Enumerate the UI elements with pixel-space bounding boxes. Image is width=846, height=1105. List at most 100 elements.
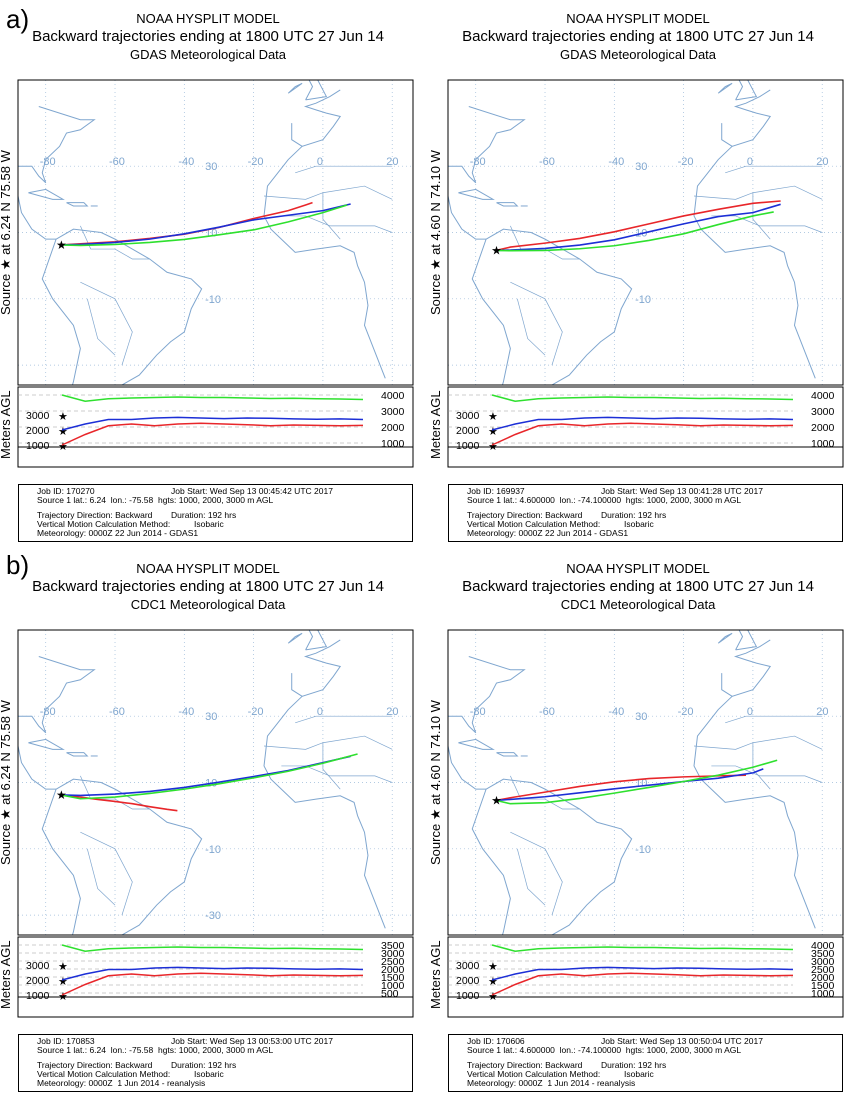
lon-tick-label: -60 <box>539 156 555 168</box>
border-line <box>281 215 393 233</box>
met-data-label: CDC1 Meteorological Data <box>560 597 716 612</box>
border-line <box>725 165 823 174</box>
border-line <box>263 185 393 200</box>
job-id: Job ID: 170853 <box>37 1036 95 1046</box>
model-title: NOAA HYSPLIT MODEL <box>566 561 710 576</box>
altitude-tick-right: 1500 <box>381 972 405 984</box>
map-frame <box>17 629 414 936</box>
coastline <box>305 80 328 101</box>
model-title: NOAA HYSPLIT MODEL <box>566 11 710 26</box>
source-star-icon: ★ <box>491 243 502 257</box>
border-line <box>80 831 133 916</box>
coastline <box>485 228 633 385</box>
trajectory-line-red <box>495 200 781 252</box>
coastline <box>66 752 89 757</box>
model-title: NOAA HYSPLIT MODEL <box>136 11 280 26</box>
met-data-label: CDC1 Meteorological Data <box>130 597 286 612</box>
lon-tick-label: 20 <box>816 706 828 718</box>
border-line <box>752 742 771 790</box>
coastline <box>471 788 511 935</box>
trajectory-direction: Trajectory Direction: Backward <box>467 1060 583 1070</box>
altitude-tick-right: 4000 <box>811 940 835 952</box>
lon-tick-label: -60 <box>539 706 555 718</box>
map-frame <box>447 79 844 386</box>
altitude-tick-right: 3500 <box>381 940 405 952</box>
border-line <box>510 281 563 366</box>
source-info: Source 1 lat.: 4.600000 lon.: -74.100000… <box>467 1045 742 1055</box>
altitude-tick-right: 3000 <box>381 948 405 960</box>
altitude-line-red <box>61 422 364 446</box>
lon-tick-label: 0 <box>747 706 753 718</box>
trajectory-line-blue <box>496 768 764 802</box>
trajectory-panel: NOAA HYSPLIT MODEL Backward trajectories … <box>428 10 846 555</box>
border-line <box>263 735 393 750</box>
chart-subtitle: Backward trajectories ending at 1800 UTC… <box>462 578 814 595</box>
coastline <box>66 202 89 207</box>
border-line <box>510 775 580 810</box>
chart-title-block: NOAA HYSPLIT MODEL Backward trajectories … <box>430 560 846 614</box>
altitude-tick-right: 3500 <box>811 948 835 960</box>
met-data-label: GDAS Meteorological Data <box>559 47 717 62</box>
isobaric: Isobaric <box>194 1069 224 1079</box>
isobaric: Isobaric <box>624 519 654 529</box>
altitude-tick-left: 3000 <box>456 410 480 422</box>
altitude-tick-left: 3000 <box>26 410 50 422</box>
job-start: Job Start: Wed Sep 13 00:41:28 UTC 2017 <box>601 486 763 496</box>
altitude-tick-right: 3000 <box>811 406 835 418</box>
altitude-tick-left: 1000 <box>456 440 480 452</box>
lon-tick-label: -40 <box>178 156 194 168</box>
altitude-line-blue <box>61 966 364 981</box>
altitude-line-green <box>61 394 364 403</box>
coastline <box>693 145 816 379</box>
trajectory-direction: Trajectory Direction: Backward <box>37 1060 153 1070</box>
isobaric: Isobaric <box>624 1069 654 1079</box>
lat-tick-label: 30 <box>635 711 647 723</box>
source-star-icon: ★ <box>488 961 498 973</box>
duration: Duration: 192 hrs <box>601 510 667 520</box>
source-star-icon: ★ <box>56 788 67 802</box>
trajectory-line-red <box>60 794 178 812</box>
altitude-tick-right: 2000 <box>811 422 835 434</box>
lon-tick-label: -60 <box>109 706 125 718</box>
lon-tick-label: -20 <box>248 706 264 718</box>
lat-tick-label: -10 <box>205 294 221 306</box>
coastline <box>18 106 96 240</box>
coastline <box>496 202 519 207</box>
altitude-tick-right: 2000 <box>381 422 405 434</box>
coastline <box>55 228 203 385</box>
coastline <box>693 695 816 929</box>
border-line <box>752 192 771 240</box>
altitude-tick-right: 4000 <box>381 390 405 402</box>
coastline <box>150 603 185 616</box>
coastline <box>448 656 526 790</box>
altitude-line-blue <box>491 416 794 431</box>
trajectory-chart: -80 -60 -40 -20 0 203010-10★40003000200010003… <box>447 79 844 468</box>
section-label-a: a) <box>6 4 30 34</box>
altitude-tick-right: 2000 <box>381 964 405 976</box>
job-id: Job ID: 169937 <box>467 486 525 496</box>
altitude-tick-right: 3000 <box>811 956 835 968</box>
coastline <box>448 106 526 240</box>
chart-title-block: NOAA HYSPLIT MODEL Backward trajectories … <box>0 560 416 614</box>
meteorology: Meteorology: 0000Z 22 Jun 2014 - GDAS1 <box>37 528 199 538</box>
lat-tick-label: 30 <box>635 161 647 173</box>
model-title: NOAA HYSPLIT MODEL <box>136 561 280 576</box>
source-star-icon: ★ <box>488 976 498 988</box>
trajectory-line-red <box>496 774 747 802</box>
border-line <box>80 775 150 810</box>
source-star-icon: ★ <box>488 426 498 438</box>
altitude-tick-left: 2000 <box>26 425 50 437</box>
trajectory-panel: NOAA HYSPLIT MODEL Backward trajectories … <box>428 560 846 1105</box>
lon-tick-label: 20 <box>386 156 398 168</box>
isobaric: Isobaric <box>194 519 224 529</box>
lon-tick-label: -40 <box>608 706 624 718</box>
trajectory-line-green <box>496 211 774 252</box>
altitude-tick-left: 2000 <box>456 975 480 987</box>
border-line <box>281 765 393 783</box>
source-star-icon: ★ <box>488 991 498 1003</box>
coastline <box>496 752 519 757</box>
coastline <box>717 632 733 644</box>
altitude-tick-right: 1000 <box>811 438 835 450</box>
section-label-b: b) <box>6 550 30 580</box>
altitude-line-green <box>61 944 364 953</box>
